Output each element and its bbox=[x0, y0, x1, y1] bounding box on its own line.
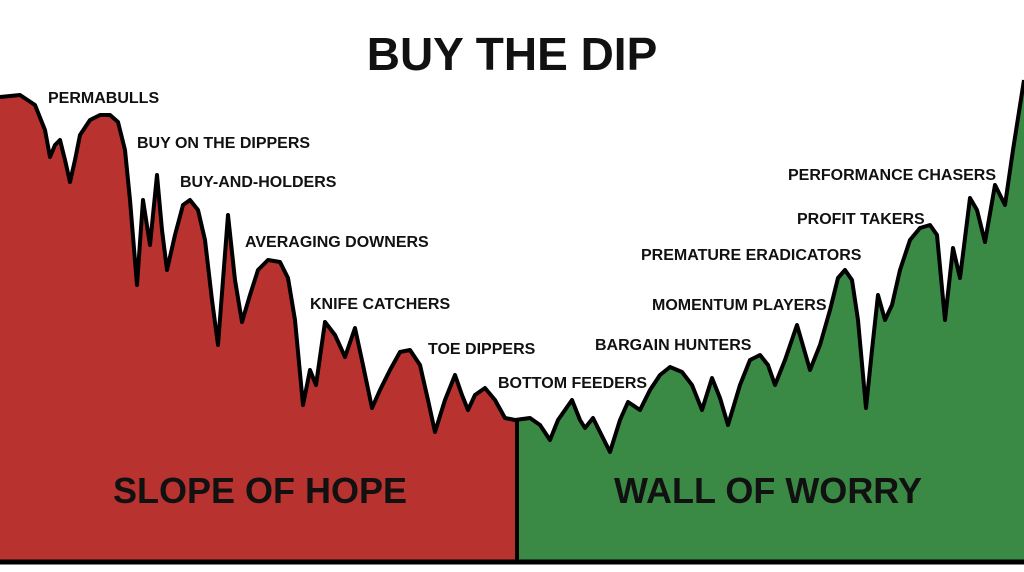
label-buy-and-holders: BUY-AND-HOLDERS bbox=[180, 174, 337, 191]
slope-of-hope-label: SLOPE OF HOPE bbox=[113, 470, 407, 511]
wall-of-worry-area bbox=[517, 80, 1024, 562]
wall-of-worry-label: WALL OF WORRY bbox=[614, 470, 922, 511]
label-permabulls: PERMABULLS bbox=[48, 90, 159, 107]
label-knife-catchers: KNIFE CATCHERS bbox=[310, 296, 450, 313]
label-buy-on-the-dippers: BUY ON THE DIPPERS bbox=[137, 135, 310, 152]
label-toe-dippers: TOE DIPPERS bbox=[428, 341, 536, 358]
label-performance-chasers: PERFORMANCE CHASERS bbox=[788, 167, 996, 184]
label-averaging-downers: AVERAGING DOWNERS bbox=[245, 234, 429, 251]
label-momentum-players: MOMENTUM PLAYERS bbox=[652, 297, 827, 314]
label-premature-eradicators: PREMATURE ERADICATORS bbox=[641, 247, 862, 264]
label-bottom-feeders: BOTTOM FEEDERS bbox=[498, 375, 647, 392]
label-profit-takers: PROFIT TAKERS bbox=[797, 211, 925, 228]
price-line bbox=[0, 79, 1024, 454]
title: BUY THE DIP bbox=[367, 28, 658, 80]
label-bargain-hunters: BARGAIN HUNTERS bbox=[595, 337, 752, 354]
